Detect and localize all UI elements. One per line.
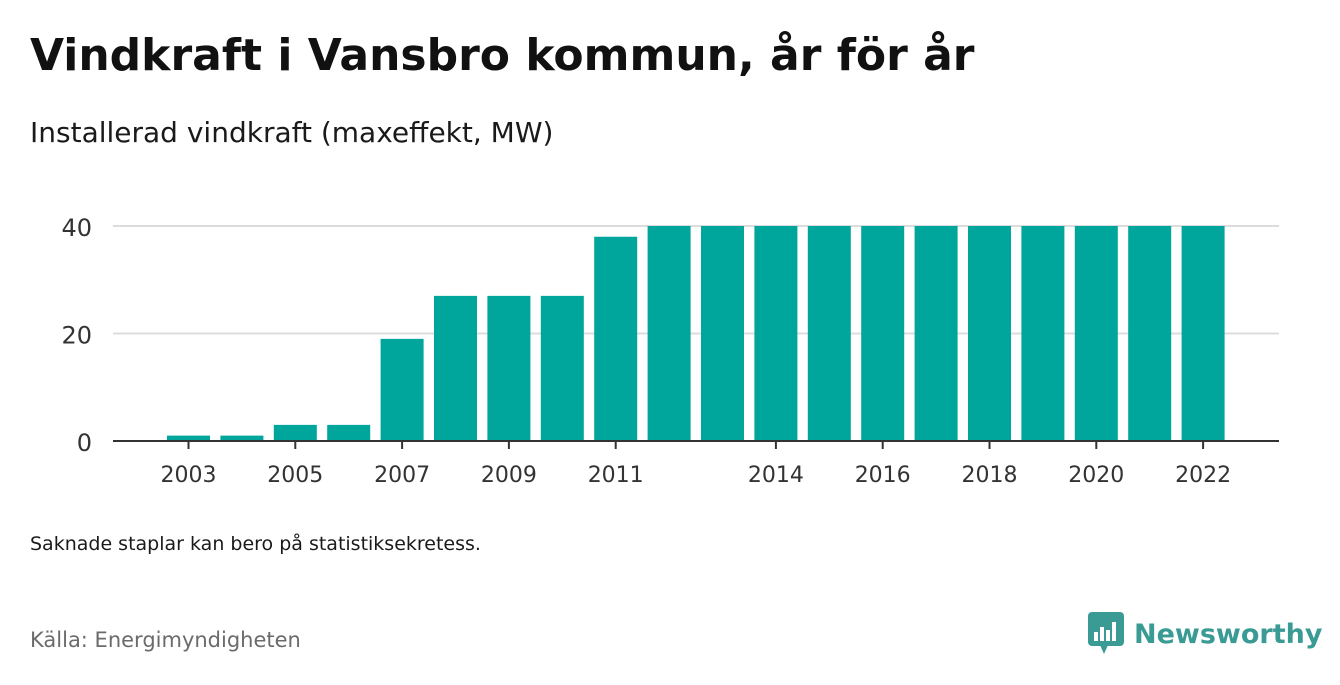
bar-2006 (327, 424, 371, 441)
bar-2014 (754, 226, 798, 441)
chart-title: Vindkraft i Vansbro kommun, år för år (30, 30, 975, 81)
bar-2005 (273, 424, 317, 441)
x-tick-label: 2022 (1175, 463, 1231, 488)
bar-2012 (647, 226, 691, 441)
bar-chart: 0 20 40 2003 2005 2007 2009 2011 2014 2016 2018 202… (61, 214, 1279, 488)
bars (167, 226, 1225, 441)
chart-note: Saknade staplar kan bero på statistiksek… (30, 533, 481, 555)
brand-logo: Newsworthy (1088, 612, 1322, 656)
axes: 0 20 40 2003 2005 2007 2009 2011 2014 2016 2018 202… (61, 214, 1279, 488)
source-credit: Källa: Energimyndigheten (30, 628, 301, 652)
brand-name: Newsworthy (1134, 618, 1323, 650)
bar-2017 (914, 226, 958, 441)
x-tick-label: 2014 (748, 463, 804, 488)
bar-2022 (1181, 226, 1225, 441)
x-tick-label: 2009 (481, 463, 537, 488)
x-tick-label: 2005 (267, 463, 323, 488)
y-tick-label: 40 (61, 214, 92, 242)
x-tick-label: 2016 (855, 463, 911, 488)
newsworthy-logo-icon (1088, 612, 1124, 654)
bar-2015 (807, 226, 851, 441)
chart-subtitle: Installerad vindkraft (maxeffekt, MW) (30, 116, 554, 149)
bar-2011 (594, 236, 638, 441)
bar-2021 (1128, 226, 1172, 441)
bar-2019 (1021, 226, 1065, 441)
x-tick-label: 2020 (1068, 463, 1124, 488)
x-tick-label: 2007 (374, 463, 430, 488)
bar-2003 (167, 435, 210, 441)
y-tick-label: 0 (77, 429, 92, 457)
bar-2009 (487, 295, 531, 441)
bar-2020 (1074, 226, 1118, 441)
x-tick-label: 2011 (588, 463, 644, 488)
bar-2007 (380, 338, 424, 441)
bar-2018 (968, 226, 1011, 441)
bar-2013 (701, 226, 744, 441)
bar-2004 (220, 435, 264, 441)
bar-2016 (861, 226, 905, 441)
bar-2008 (434, 295, 477, 441)
y-tick-label: 20 (61, 322, 92, 350)
x-tick-label: 2018 (962, 463, 1018, 488)
bar-2010 (540, 295, 584, 441)
x-tick-label: 2003 (161, 463, 217, 488)
